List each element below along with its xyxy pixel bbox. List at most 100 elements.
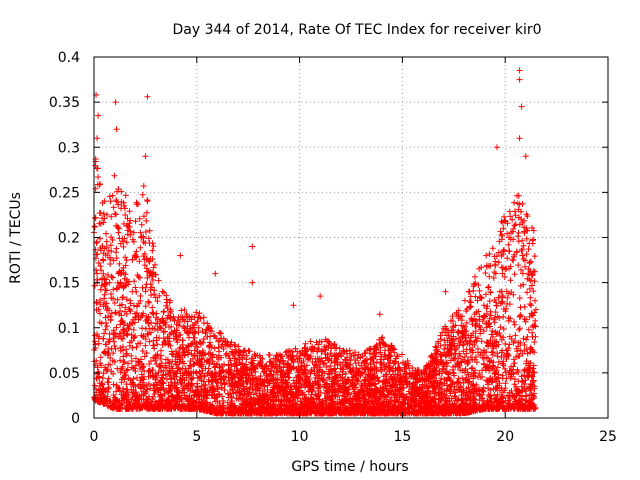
data-point — [173, 321, 180, 328]
data-point — [177, 331, 184, 338]
data-point — [101, 215, 108, 222]
data-point — [107, 317, 114, 324]
data-point — [122, 254, 129, 261]
data-point — [186, 362, 193, 369]
data-point — [146, 227, 153, 234]
data-point — [521, 342, 528, 349]
data-point — [123, 296, 130, 303]
data-point — [506, 341, 513, 348]
data-point — [293, 365, 300, 372]
data-point — [134, 303, 141, 310]
data-point — [143, 209, 150, 216]
data-point — [164, 315, 171, 322]
data-point — [467, 293, 474, 300]
data-point — [530, 362, 537, 369]
data-point — [111, 300, 118, 307]
data-point — [491, 269, 498, 276]
data-point — [141, 250, 148, 257]
data-point — [511, 381, 518, 388]
data-point — [236, 348, 243, 355]
data-point — [131, 365, 138, 372]
data-point — [519, 387, 526, 394]
data-point — [111, 358, 118, 365]
data-point — [472, 354, 479, 361]
data-point — [457, 383, 464, 390]
data-point — [113, 324, 120, 331]
data-point — [108, 234, 115, 241]
data-point — [192, 369, 199, 376]
data-point — [136, 274, 143, 281]
data-point — [152, 261, 159, 268]
data-point — [467, 354, 474, 361]
data-point — [122, 192, 129, 199]
data-point — [349, 374, 356, 381]
data-point — [520, 242, 527, 249]
data-point — [130, 326, 137, 333]
data-point — [483, 305, 490, 312]
data-point — [145, 380, 152, 387]
data-point — [107, 261, 114, 268]
data-point — [460, 356, 467, 363]
data-point — [309, 387, 316, 394]
data-point — [158, 347, 165, 354]
data-point — [110, 335, 117, 342]
data-point — [127, 228, 134, 235]
data-point — [158, 360, 165, 367]
data-point — [115, 229, 122, 236]
data-point — [94, 174, 101, 181]
data-point — [119, 238, 126, 245]
data-point — [159, 288, 166, 295]
data-point — [188, 316, 195, 323]
data-point — [92, 215, 99, 222]
data-point — [510, 370, 517, 377]
data-point — [456, 342, 463, 349]
data-point — [302, 340, 309, 347]
data-point — [246, 371, 253, 378]
data-point — [502, 340, 509, 347]
data-point — [521, 368, 528, 375]
data-point — [489, 334, 496, 341]
data-point — [150, 243, 157, 250]
data-point — [151, 325, 158, 332]
data-point — [193, 309, 200, 316]
data-point — [123, 367, 130, 374]
data-point — [151, 291, 158, 298]
data-point — [97, 220, 104, 227]
data-point — [218, 385, 225, 392]
data-point — [123, 257, 130, 264]
data-point — [120, 343, 127, 350]
data-point — [368, 394, 375, 401]
data-point — [106, 193, 113, 200]
data-point — [483, 377, 490, 384]
data-point — [488, 331, 495, 338]
data-point — [531, 339, 538, 346]
data-point — [516, 326, 523, 333]
data-point — [117, 307, 124, 314]
data-point — [518, 383, 525, 390]
data-point — [110, 381, 117, 388]
data-point — [190, 334, 197, 341]
data-point — [529, 272, 536, 279]
data-point — [154, 341, 161, 348]
data-point — [520, 335, 527, 342]
data-point — [484, 339, 491, 346]
data-point — [146, 299, 153, 306]
data-point — [280, 357, 287, 364]
data-point — [110, 370, 117, 377]
data-point — [320, 376, 327, 383]
data-point — [222, 352, 229, 359]
data-point — [226, 355, 233, 362]
data-point — [441, 349, 448, 356]
data-point — [519, 270, 526, 277]
data-point — [143, 281, 150, 288]
data-point — [109, 236, 116, 243]
data-point — [120, 294, 127, 301]
data-point — [161, 289, 168, 296]
data-point — [93, 238, 100, 245]
data-point — [162, 328, 169, 335]
data-point — [350, 352, 357, 359]
data-point — [480, 302, 487, 309]
data-point — [106, 279, 113, 286]
data-point — [515, 262, 522, 269]
data-point — [159, 397, 166, 404]
